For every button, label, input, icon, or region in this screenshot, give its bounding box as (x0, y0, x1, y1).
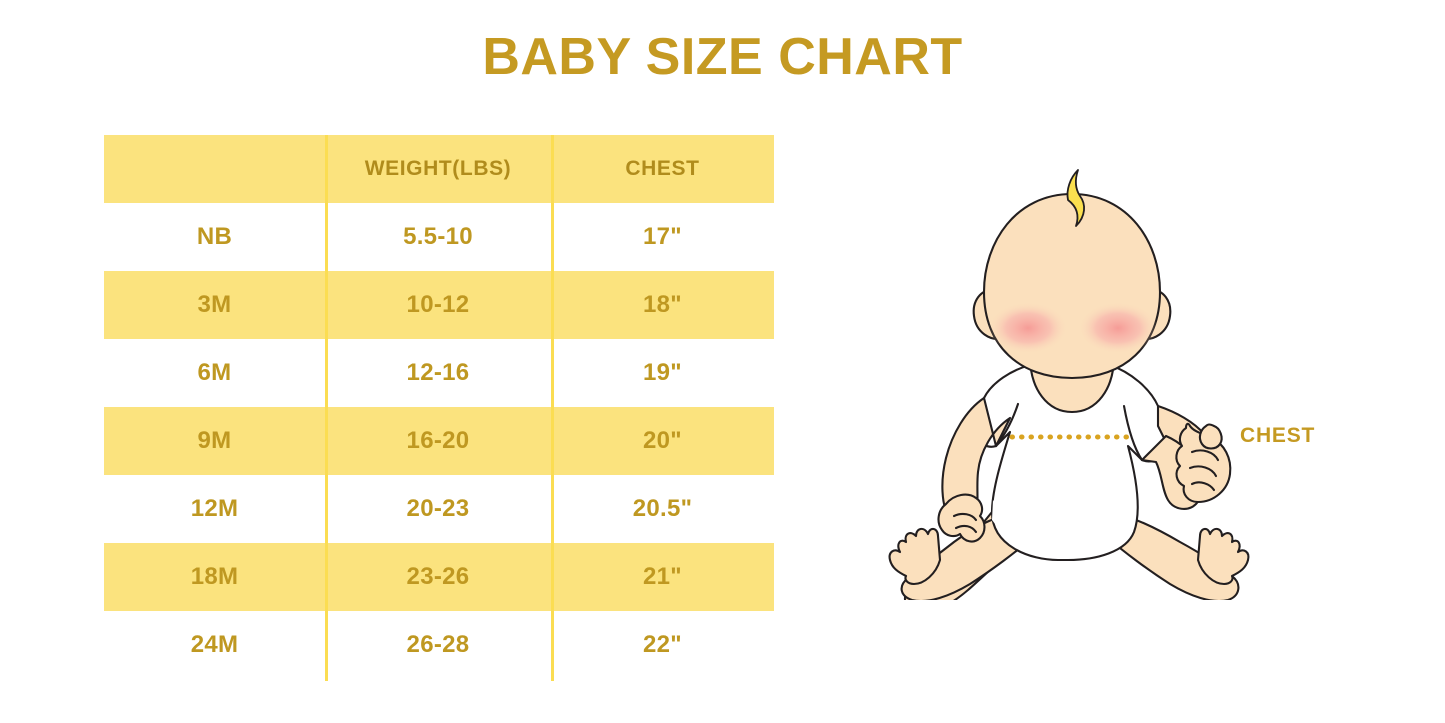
left-cheek (988, 302, 1068, 354)
hair-curl (1066, 169, 1085, 227)
cell-weight: 26-28 (406, 631, 470, 658)
cell-weight: 20-23 (406, 495, 470, 522)
cell-size: 18M (190, 563, 239, 590)
table-row: NB 5.5-10 17" (104, 203, 774, 271)
cell-chest: 20" (643, 427, 682, 454)
table-row: 3M 10-12 18" (104, 271, 774, 339)
left-foot (888, 527, 942, 586)
right-leg (1106, 510, 1240, 603)
right-arm (1140, 404, 1232, 510)
column-header-chest: CHEST (625, 157, 700, 180)
cell-size: NB (196, 223, 233, 250)
cell-weight: 12-16 (406, 359, 470, 386)
column-header-size (104, 135, 325, 203)
table-row: 12M 20-23 20.5" (104, 475, 774, 543)
size-chart-table: WEIGHT(LBS) CHEST NB 5.5-10 17" 3M 10-12… (104, 135, 774, 679)
cell-chest: 18" (643, 291, 682, 318)
cell-size: 24M (190, 631, 239, 658)
cell-weight: 5.5-10 (403, 223, 473, 250)
table-row: 18M 23-26 21" (104, 543, 774, 611)
cell-weight: 16-20 (406, 427, 470, 454)
cell-size: 12M (190, 495, 239, 522)
cell-chest: 22" (643, 631, 682, 658)
table-row: 9M 16-20 20" (104, 407, 774, 475)
table-row: 24M 26-28 22" (104, 611, 774, 679)
cell-weight: 23-26 (406, 563, 470, 590)
cell-chest: 21" (643, 563, 682, 590)
cell-size: 9M (197, 427, 232, 454)
chest-measure-label: CHEST (1240, 424, 1316, 447)
cell-chest: 19" (643, 359, 682, 386)
right-foot (1196, 527, 1250, 586)
cell-size: 6M (197, 359, 232, 386)
table-header-row: WEIGHT(LBS) CHEST (104, 135, 774, 203)
baby-illustration (880, 160, 1320, 614)
cell-weight: 10-12 (406, 291, 470, 318)
page-title: BABY SIZE CHART (482, 28, 963, 86)
cell-chest: 20.5" (632, 495, 693, 522)
cell-chest: 17" (643, 223, 682, 250)
left-arm (937, 396, 1012, 543)
column-header-weight: WEIGHT(LBS) (364, 157, 512, 180)
right-cheek (1078, 302, 1158, 354)
table-row: 6M 12-16 19" (104, 339, 774, 407)
cell-size: 3M (197, 291, 232, 318)
